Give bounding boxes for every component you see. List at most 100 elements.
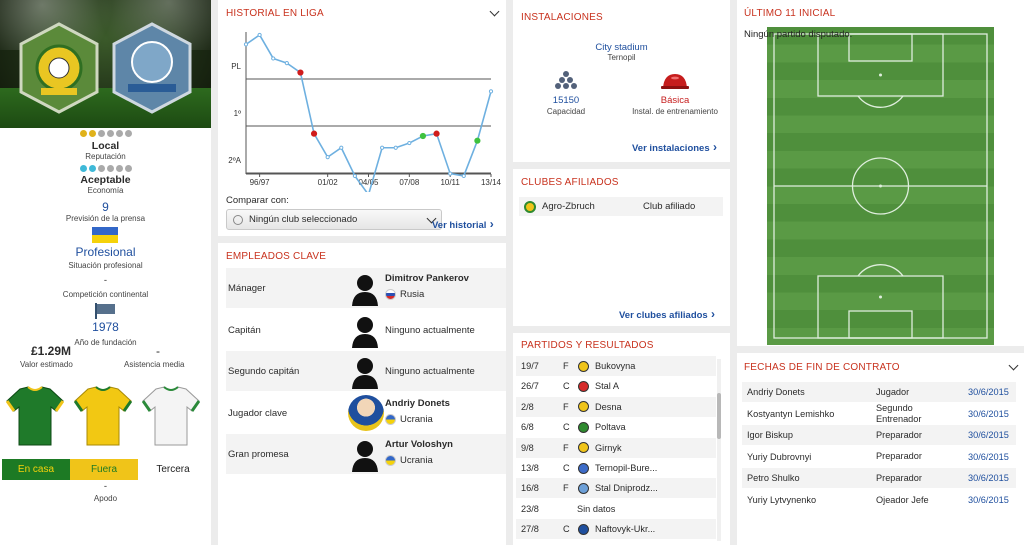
- league-logo-icon: [112, 22, 192, 114]
- fixture-opponent[interactable]: Girnyk: [595, 442, 622, 453]
- view-history-link[interactable]: Ver historial: [432, 217, 494, 231]
- economy-dots: [0, 165, 211, 172]
- capacity-seats-icon: [555, 71, 577, 89]
- fixture-row[interactable]: 19/7 F Bukovyna: [516, 356, 716, 376]
- fixture-opponent[interactable]: Naftovyk-Ukr...: [595, 524, 656, 535]
- compare-label: Comparar con:: [226, 195, 289, 206]
- chevron-down-icon[interactable]: [1008, 360, 1019, 371]
- affiliated-club-row[interactable]: Agro-Zbruch Club afiliado: [519, 197, 723, 216]
- contract-name[interactable]: Igor Biskup: [747, 430, 793, 441]
- fixture-date: 2/8: [521, 401, 534, 412]
- continental-value-top: -: [103, 275, 108, 286]
- fixture-row[interactable]: 23/8 Sin datos: [516, 499, 716, 519]
- history-point[interactable]: [433, 130, 440, 137]
- staff-name[interactable]: Artur Voloshyn: [385, 439, 453, 450]
- fixture-opponent[interactable]: Ternopil-Bure...: [595, 463, 658, 473]
- history-point[interactable]: [325, 155, 330, 160]
- view-affiliated-clubs-link[interactable]: Ver clubes afiliados: [619, 307, 715, 321]
- fixture-opponent[interactable]: Stal A: [595, 381, 620, 392]
- history-point[interactable]: [243, 42, 249, 47]
- fixture-opponent[interactable]: Poltava: [595, 422, 626, 433]
- person-silhouette-icon: [352, 316, 378, 348]
- key-staff-row[interactable]: Gran promesa Artur Voloshyn Ucrania: [226, 434, 506, 474]
- x-tick-label: 10/11: [440, 178, 460, 187]
- fixture-row[interactable]: 26/7 C Stal A: [516, 376, 716, 396]
- fixture-date: 13/8: [521, 463, 539, 473]
- fixture-row[interactable]: 2/8 F Desna: [516, 396, 716, 417]
- club-overview-panel: Local Reputación Aceptable Economía 9 Pr…: [0, 0, 211, 545]
- fixture-competition: F: [563, 483, 569, 494]
- staff-role: Segundo capitán: [228, 366, 300, 377]
- contract-name[interactable]: Yuriy Lytvynenko: [747, 495, 817, 505]
- staff-role: Mánager: [228, 283, 266, 294]
- history-point[interactable]: [461, 173, 466, 179]
- home-kit-tab[interactable]: En casa: [2, 459, 70, 480]
- affiliated-clubs-title: CLUBES AFILIADOS: [521, 177, 619, 188]
- scrollbar-track[interactable]: [717, 359, 721, 541]
- history-point[interactable]: [419, 132, 427, 140]
- contract-row[interactable]: Yuriy Lytvynenko Ojeador Jefe 30/6/2015: [742, 490, 1016, 510]
- contract-row[interactable]: Igor Biskup Preparador 30/6/2015: [742, 425, 1016, 446]
- contract-row[interactable]: Yuriy Dubrovnyi Preparador 30/6/2015: [742, 447, 1016, 467]
- stadium-name[interactable]: City stadium: [595, 42, 648, 53]
- contract-role: Preparador: [876, 451, 922, 462]
- compare-club-select-value: Ningún club seleccionado: [249, 214, 358, 225]
- history-point[interactable]: [448, 171, 453, 176]
- history-point[interactable]: [407, 140, 412, 146]
- third-kit-shirt-icon[interactable]: [142, 385, 200, 447]
- contract-expiry-title: FECHAS DE FIN DE CONTRATO: [744, 362, 900, 373]
- fixture-row[interactable]: 6/8 C Poltava: [516, 417, 716, 437]
- key-staff-row[interactable]: Mánager Dimitrov Pankerov Rusia: [226, 268, 506, 308]
- history-point[interactable]: [380, 145, 385, 150]
- history-point[interactable]: [339, 145, 344, 150]
- history-point[interactable]: [284, 61, 289, 66]
- fixture-row[interactable]: 16/8 F Stal Dniprodz...: [516, 478, 716, 499]
- staff-name[interactable]: Andriy Donets: [385, 397, 450, 409]
- key-staff-row[interactable]: Capitán Ninguno actualmente: [226, 310, 506, 350]
- fixture-opponent[interactable]: Desna: [595, 401, 622, 412]
- staff-name[interactable]: Dimitrov Pankerov: [385, 273, 469, 284]
- history-point[interactable]: [393, 145, 398, 150]
- key-staff-row[interactable]: Segundo capitán Ninguno actualmente: [226, 351, 506, 391]
- contract-name[interactable]: Andriy Donets: [747, 387, 805, 397]
- compare-club-select[interactable]: Ningún club seleccionado: [226, 209, 442, 230]
- fixture-competition: F: [563, 442, 569, 453]
- contract-row[interactable]: Petro Shulko Preparador 30/6/2015: [742, 468, 1016, 489]
- professional-status-caption: Situación profesional: [68, 261, 143, 270]
- contract-row[interactable]: Andriy Donets Jugador 30/6/2015: [742, 382, 1016, 402]
- view-facilities-link[interactable]: Ver instalaciones: [632, 140, 717, 154]
- pitch-markings: [773, 33, 988, 339]
- history-point[interactable]: [257, 32, 262, 38]
- professional-status-value: Profesional: [75, 245, 136, 259]
- fixture-row[interactable]: 13/8 C Ternopil-Bure...: [516, 458, 716, 478]
- fixture-opponent[interactable]: Bukovyna: [595, 361, 636, 371]
- home-kit-shirt-icon[interactable]: [6, 385, 64, 447]
- fixture-date: 27/8: [521, 524, 539, 535]
- key-staff-row[interactable]: Jugador clave Andriy Donets Ucrania: [226, 393, 506, 433]
- contract-row[interactable]: Kostyantyn Lemishko Segundo Entrenador 30/…: [742, 403, 1016, 424]
- away-kit-tab[interactable]: Fuera: [70, 459, 138, 480]
- history-point[interactable]: [474, 137, 481, 144]
- contract-name[interactable]: Petro Shulko: [747, 473, 800, 484]
- fixture-row[interactable]: 9/8 F Girnyk: [516, 437, 716, 458]
- training-facilities-value: Básica: [660, 95, 690, 106]
- history-point[interactable]: [488, 89, 494, 94]
- team-crest-icon: [578, 442, 589, 454]
- contract-name[interactable]: Yuriy Dubrovnyi: [747, 451, 812, 462]
- fixture-row[interactable]: 27/8 C Naftovyk-Ukr...: [516, 519, 716, 540]
- fixture-opponent[interactable]: Sin datos: [577, 503, 616, 514]
- history-point[interactable]: [271, 56, 276, 61]
- facilities-panel: INSTALACIONES City stadium Ternopil 1515…: [513, 0, 730, 162]
- training-cone-icon: [661, 74, 689, 89]
- chevron-down-icon[interactable]: [489, 6, 500, 17]
- history-point[interactable]: [310, 130, 318, 137]
- history-point[interactable]: [352, 173, 357, 179]
- ukraine-flag-icon: [385, 413, 396, 425]
- scrollbar-thumb[interactable]: [717, 393, 721, 439]
- contract-name[interactable]: Kostyantyn Lemishko: [747, 408, 835, 419]
- away-kit-shirt-icon[interactable]: [74, 385, 132, 447]
- third-kit-tab[interactable]: Tercera: [156, 464, 190, 475]
- ukraine-flag-icon: [385, 455, 396, 466]
- history-point[interactable]: [297, 69, 304, 76]
- fixture-opponent[interactable]: Stal Dniprodz...: [595, 483, 658, 494]
